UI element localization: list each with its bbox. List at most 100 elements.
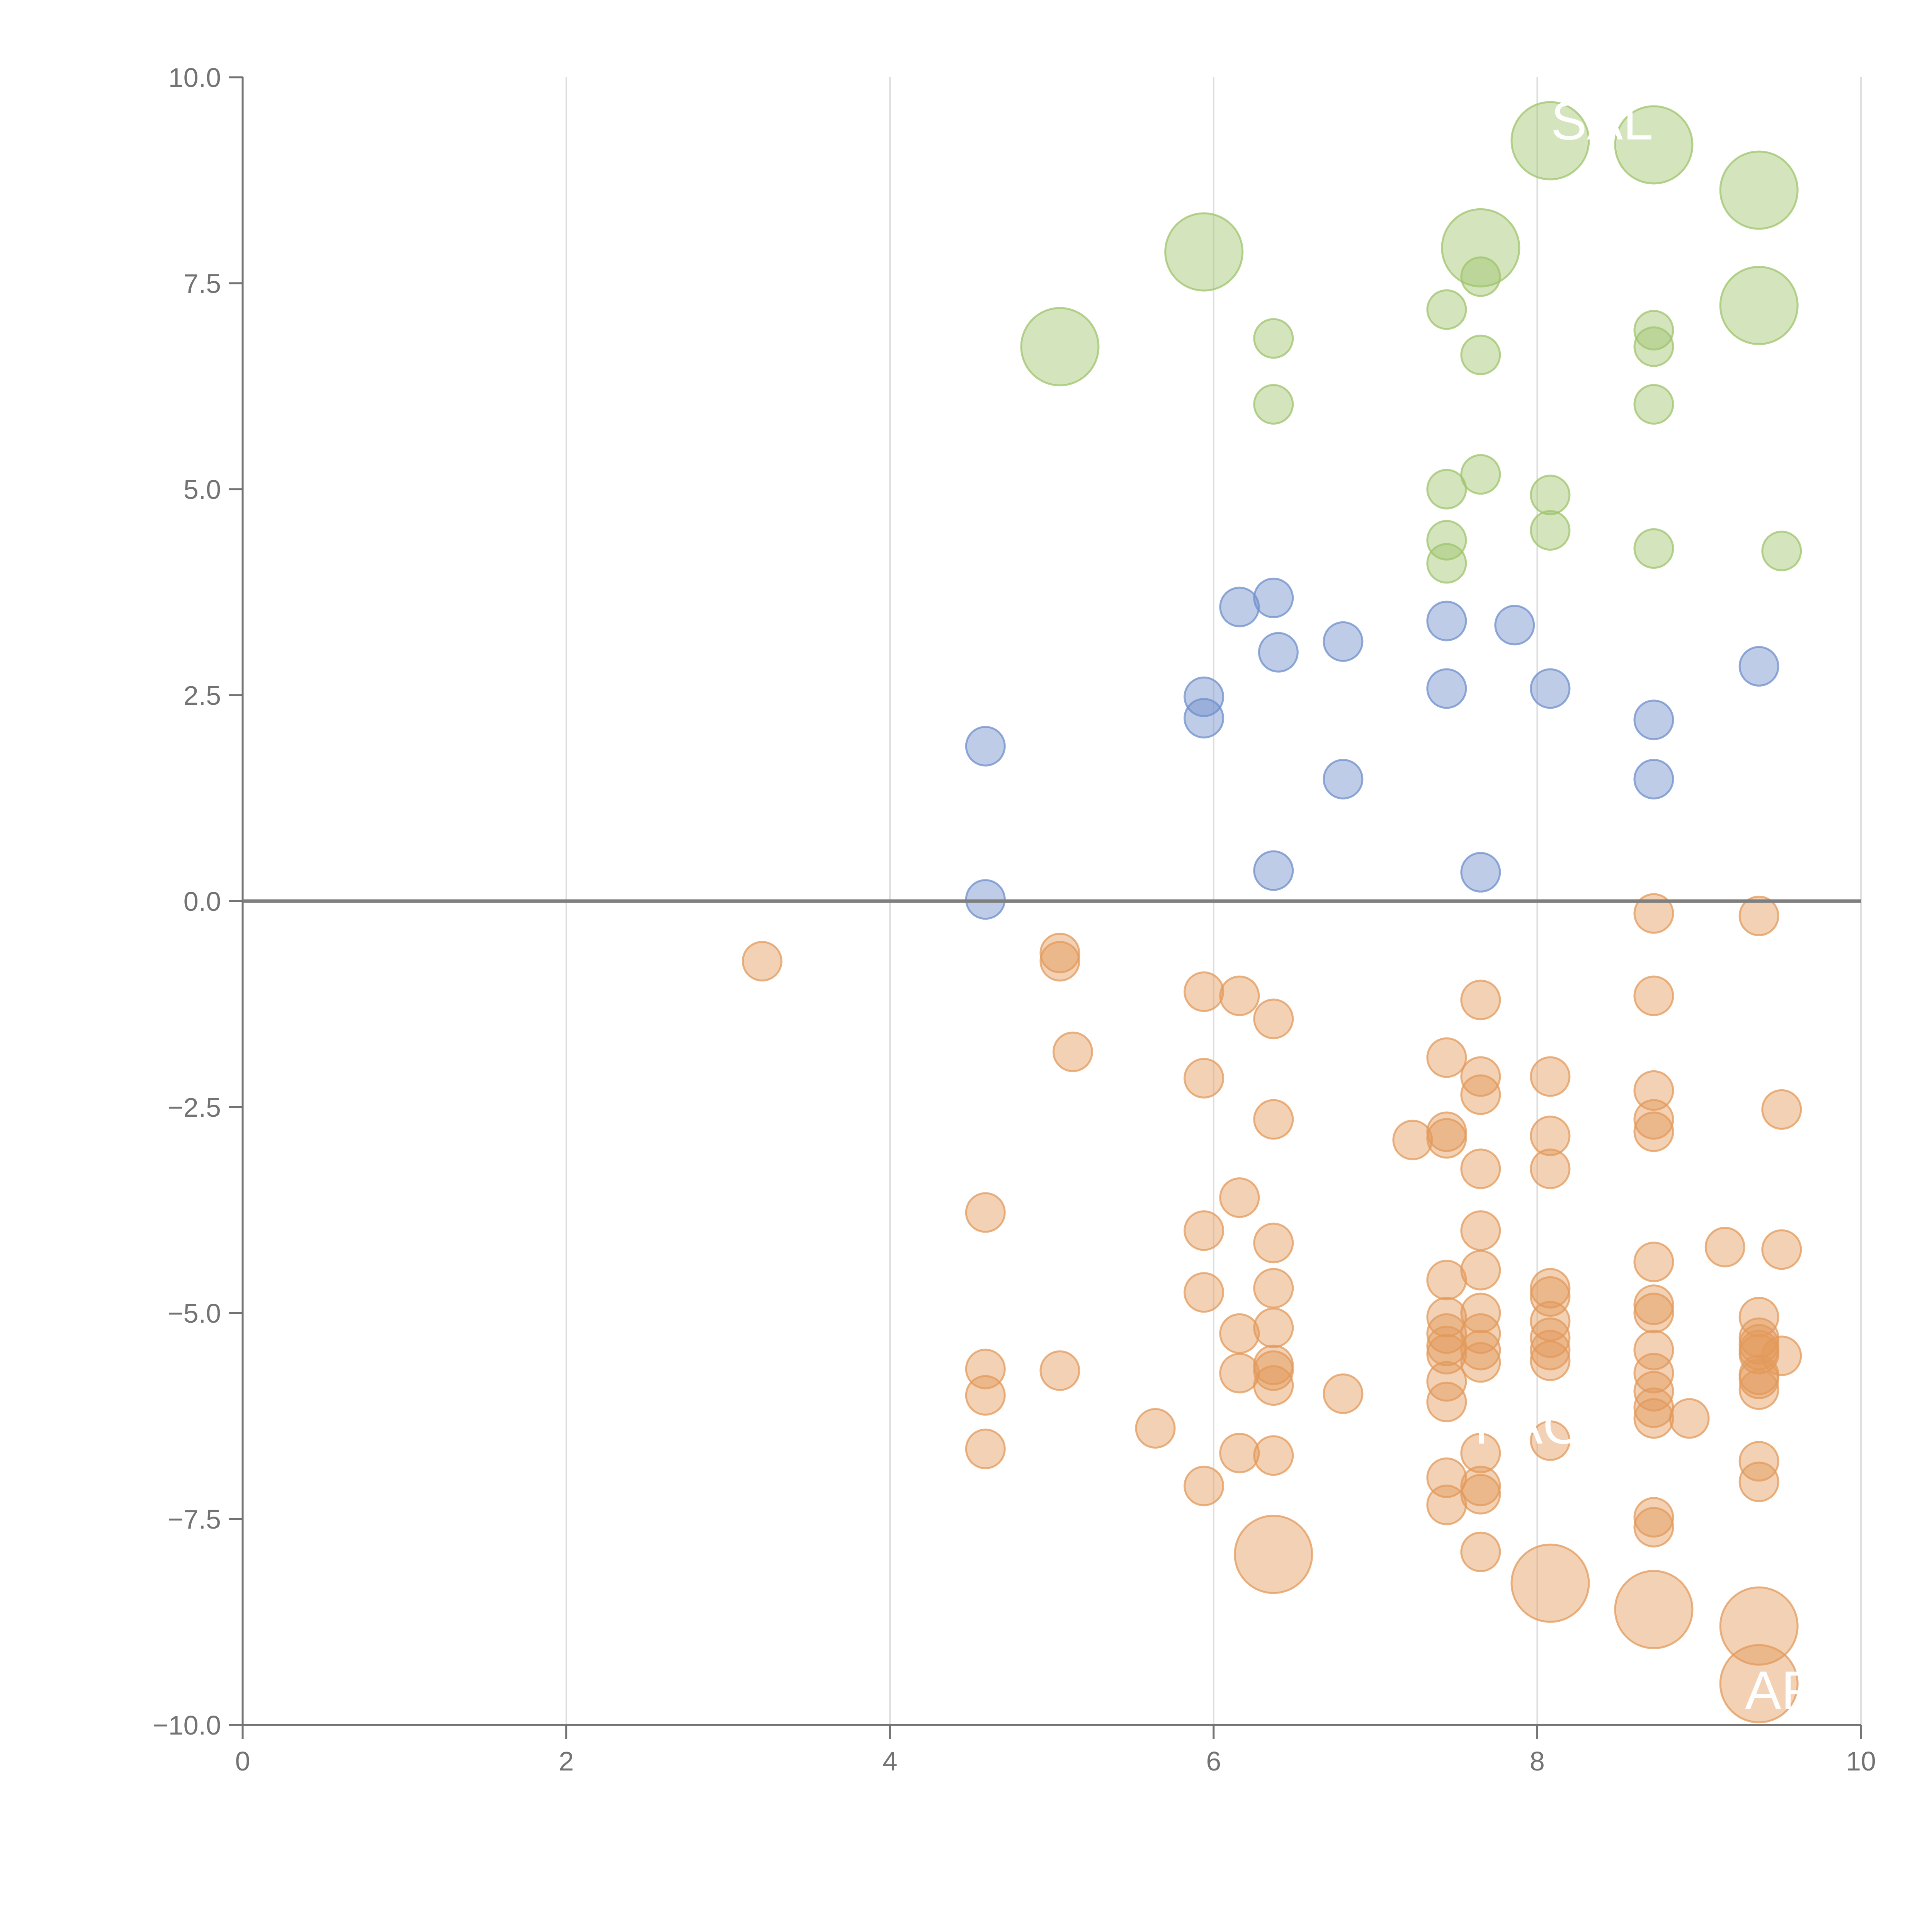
data-point: [1633, 1099, 1674, 1140]
data-point: [1530, 668, 1571, 709]
data-point: [1494, 605, 1535, 646]
data-point: [1426, 1297, 1467, 1338]
data-point: [1039, 932, 1080, 973]
data-point: [1460, 1330, 1501, 1371]
data-point: [965, 1429, 1006, 1469]
data-point: [1633, 1242, 1674, 1282]
data-point: [1460, 1466, 1501, 1507]
data-point: [1738, 1334, 1779, 1375]
data-point: [1761, 1089, 1802, 1130]
data-point: [1761, 1229, 1802, 1270]
data-point: [1253, 1099, 1294, 1140]
data-point: [1460, 454, 1501, 495]
y-tick-label: −5.0: [168, 1298, 221, 1328]
data-point: [1039, 1350, 1080, 1391]
large-data-point: [1719, 1644, 1799, 1723]
data-point: [1633, 326, 1674, 367]
x-tick-label: 10: [1846, 1746, 1876, 1776]
data-point: [1669, 1398, 1710, 1439]
data-point: [1460, 1432, 1501, 1473]
y-tick-label: −10.0: [153, 1710, 221, 1740]
data-point: [1426, 1361, 1467, 1402]
data-point: [1738, 1369, 1779, 1410]
data-point: [1253, 1268, 1294, 1309]
y-tick-label: 5.0: [184, 474, 221, 505]
data-point: [1184, 1272, 1225, 1313]
large-data-point: [1510, 1543, 1590, 1623]
data-point: [1426, 1037, 1467, 1078]
data-point: [1460, 1342, 1501, 1383]
data-point: [1426, 1485, 1467, 1526]
data-point: [1633, 384, 1674, 425]
y-tick-label: −7.5: [168, 1504, 221, 1534]
data-point: [1530, 1056, 1571, 1097]
y-tick-label: 7.5: [184, 269, 221, 299]
data-point: [1253, 577, 1294, 618]
data-point: [1184, 1466, 1225, 1507]
data-point: [1052, 1031, 1093, 1072]
x-tick-label: 2: [559, 1746, 574, 1776]
data-point: [1738, 895, 1779, 936]
data-point: [1738, 1441, 1779, 1482]
large-data-point: [1164, 212, 1244, 292]
data-point: [1253, 1365, 1294, 1406]
data-point: [1633, 1398, 1674, 1439]
data-point: [1761, 531, 1802, 571]
data-point: [1460, 1474, 1501, 1515]
data-point: [1633, 1353, 1674, 1394]
data-point: [1633, 1111, 1674, 1152]
y-tick-label: 10.0: [168, 63, 221, 93]
data-point: [1633, 1284, 1674, 1325]
data-point: [1738, 646, 1779, 687]
data-point: [1039, 941, 1080, 982]
point-label: APL: [1745, 1660, 1847, 1720]
data-point: [1426, 1260, 1467, 1301]
y-tick-label: −2.5: [168, 1092, 221, 1122]
data-point: [1633, 1497, 1674, 1538]
data-point: [1323, 759, 1364, 799]
data-points: [742, 101, 1802, 1723]
data-point: [1460, 1148, 1501, 1189]
data-point: [1426, 289, 1467, 330]
data-point: [742, 941, 782, 982]
large-data-point: [1441, 208, 1520, 287]
data-point: [1426, 600, 1467, 641]
x-tick-label: 0: [235, 1746, 250, 1776]
data-point: [1323, 1373, 1364, 1414]
data-point: [1253, 1307, 1294, 1348]
x-tick-label: 4: [883, 1746, 898, 1776]
data-point: [1633, 1330, 1674, 1371]
data-point: [1633, 1507, 1674, 1548]
data-point: [1530, 1116, 1571, 1156]
data-point: [1530, 1268, 1571, 1309]
data-point: [1530, 474, 1571, 515]
data-point: [1633, 1070, 1674, 1111]
data-point: [1426, 1118, 1467, 1159]
data-point: [1426, 1381, 1467, 1422]
data-point: [1530, 1148, 1571, 1189]
data-point: [1184, 698, 1225, 739]
data-point: [1184, 1210, 1225, 1251]
data-point: [1460, 256, 1501, 297]
data-point: [1219, 1177, 1260, 1218]
data-point: [965, 1375, 1006, 1416]
data-point: [1738, 1461, 1779, 1502]
data-point: [1460, 1056, 1501, 1097]
data-point: [1633, 975, 1674, 1016]
data-point: [1633, 699, 1674, 740]
data-point: [965, 1192, 1006, 1233]
data-point: [1530, 510, 1571, 551]
large-data-point: [1719, 150, 1799, 230]
data-point: [1633, 1293, 1674, 1333]
data-point: [1253, 1350, 1294, 1391]
data-point: [1633, 893, 1674, 934]
data-point: [1633, 310, 1674, 351]
data-point: [1426, 1313, 1467, 1354]
data-point: [1219, 1353, 1260, 1394]
y-tick-label: 2.5: [184, 680, 221, 711]
data-point: [965, 726, 1006, 767]
data-point: [1219, 1313, 1260, 1354]
data-point: [1219, 1432, 1260, 1473]
data-point: [1258, 632, 1299, 673]
